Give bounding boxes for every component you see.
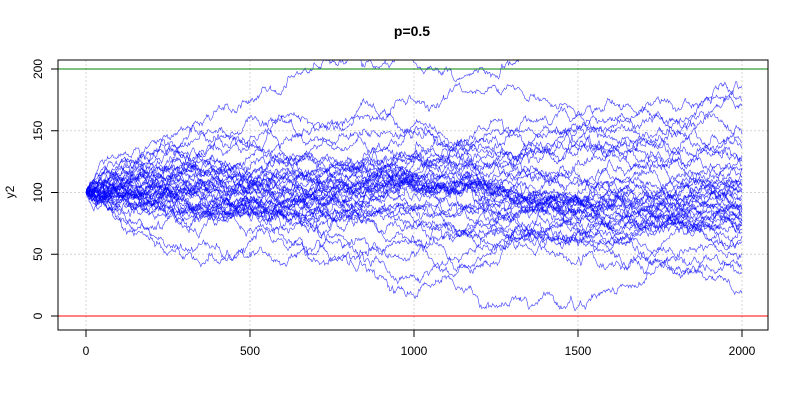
series-line-37 (85, 155, 743, 261)
series-line-7 (85, 137, 743, 223)
series-line-39 (85, 164, 743, 275)
series-line-18 (85, 187, 743, 268)
series-line-35 (85, 186, 743, 273)
y-tick-label: 0 (31, 312, 45, 319)
series-line-10 (85, 115, 743, 214)
grid-lines (58, 60, 768, 330)
series-line-32 (85, 138, 743, 238)
y-tick-label: 100 (31, 182, 45, 202)
series-line-31 (85, 177, 743, 248)
series-line-8 (85, 122, 743, 207)
x-tick-label: 1000 (401, 344, 428, 358)
x-tick-label: 1500 (565, 344, 592, 358)
y-tick-label: 200 (31, 59, 45, 79)
x-tick-label: 500 (240, 344, 260, 358)
reference-lines (58, 68, 768, 317)
chart-title: p=0.5 (394, 23, 430, 39)
plot-frame (57, 59, 769, 331)
series-line-barrier (85, 60, 520, 194)
series-group (85, 60, 743, 311)
series-line-1 (85, 81, 743, 193)
x-tick-label: 0 (83, 344, 90, 358)
series-line-38 (85, 171, 743, 311)
series-line-26 (86, 175, 743, 227)
series-line-36 (86, 166, 743, 269)
series-line-34 (85, 164, 743, 235)
y-axis-label: y2 (3, 185, 17, 198)
series-line-40 (85, 180, 743, 296)
series-line-25 (85, 152, 743, 247)
axes: 0 500 1000 1500 2000 0 50 100 150 200 (31, 59, 756, 358)
y-tick-label: 50 (31, 247, 45, 261)
series-line-14 (85, 129, 743, 216)
series-line-13 (85, 119, 743, 199)
series-line-24 (85, 161, 743, 219)
x-tick-label: 2000 (729, 344, 756, 358)
series-line-21 (85, 188, 743, 285)
y-tick-label: 150 (31, 120, 45, 140)
